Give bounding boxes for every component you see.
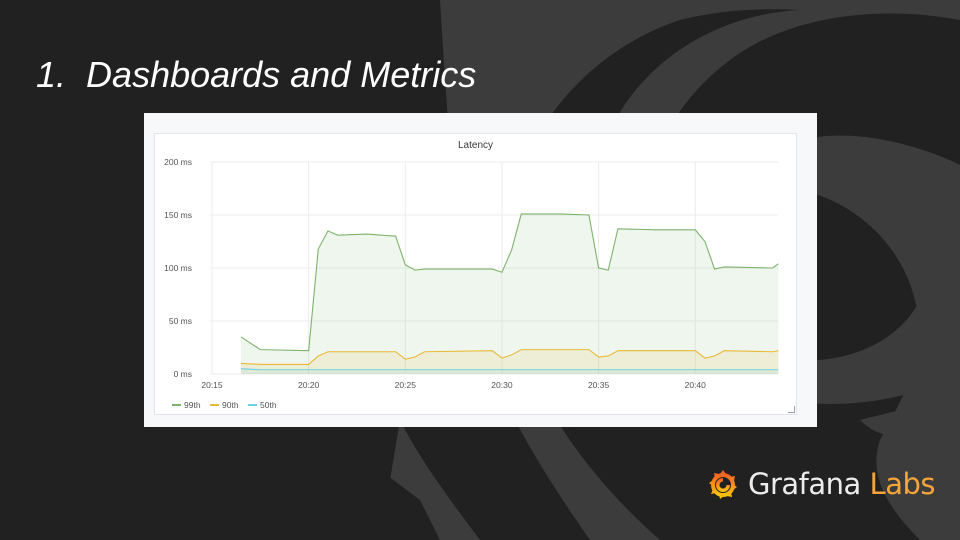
legend-item-90th[interactable]: 90th bbox=[210, 400, 239, 410]
legend-label: 50th bbox=[260, 400, 277, 410]
legend-item-99th[interactable]: 99th bbox=[172, 400, 201, 410]
legend-swatch bbox=[172, 404, 181, 406]
x-tick-label: 20:25 bbox=[395, 380, 417, 390]
y-tick-label: 200 ms bbox=[164, 157, 192, 167]
series-area-99th bbox=[240, 213, 779, 374]
y-tick-label: 150 ms bbox=[164, 210, 192, 220]
slide-title-text: Dashboards and Metrics bbox=[86, 54, 477, 95]
series-line-50th bbox=[240, 368, 779, 371]
series-line-90th bbox=[240, 349, 779, 366]
y-tick-label: 100 ms bbox=[164, 263, 192, 273]
y-tick-label: 50 ms bbox=[169, 316, 192, 326]
series-area-90th bbox=[240, 349, 779, 374]
grafana-logo-icon bbox=[709, 470, 737, 499]
legend-label: 90th bbox=[222, 400, 239, 410]
series-line-99th bbox=[240, 213, 779, 352]
legend-label: 99th bbox=[184, 400, 201, 410]
legend-swatch bbox=[210, 404, 219, 406]
panel-resize-handle[interactable] bbox=[788, 406, 795, 413]
legend-swatch bbox=[248, 404, 257, 406]
chart-legend: 99th 90th 50th bbox=[172, 400, 277, 410]
x-tick-label: 20:30 bbox=[491, 380, 513, 390]
panel-title: Latency bbox=[457, 140, 494, 151]
legend-item-50th[interactable]: 50th bbox=[248, 400, 277, 410]
latency-chart: 0 ms 50 ms 100 ms 150 ms 200 ms 20:15 20:20 20:… bbox=[164, 157, 779, 410]
slide-title: 1. Dashboards and Metrics bbox=[36, 54, 476, 96]
logo-text: Grafana Labs bbox=[748, 467, 935, 501]
y-tick-label: 0 ms bbox=[174, 369, 192, 379]
slide-title-number: 1. bbox=[36, 54, 67, 95]
x-tick-label: 20:35 bbox=[588, 380, 610, 390]
x-tick-label: 20:15 bbox=[201, 380, 223, 390]
latency-panel: Latency bbox=[154, 133, 797, 415]
grafana-labs-logo: Grafana Labs bbox=[706, 462, 935, 506]
x-tick-label: 20:40 bbox=[685, 380, 707, 390]
x-tick-label: 20:20 bbox=[298, 380, 320, 390]
